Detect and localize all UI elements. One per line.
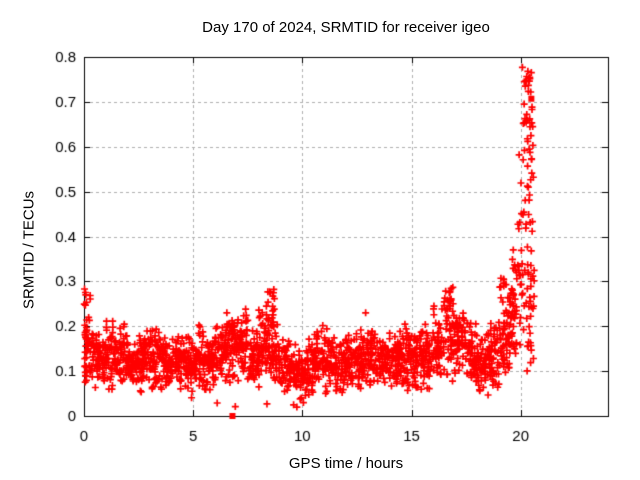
y-axis-label: SRMTID / TECUs — [20, 190, 38, 310]
chart-title: Day 170 of 2024, SRMTID for receiver ige… — [202, 19, 490, 36]
x-axis-label: GPS time / hours — [288, 455, 404, 472]
